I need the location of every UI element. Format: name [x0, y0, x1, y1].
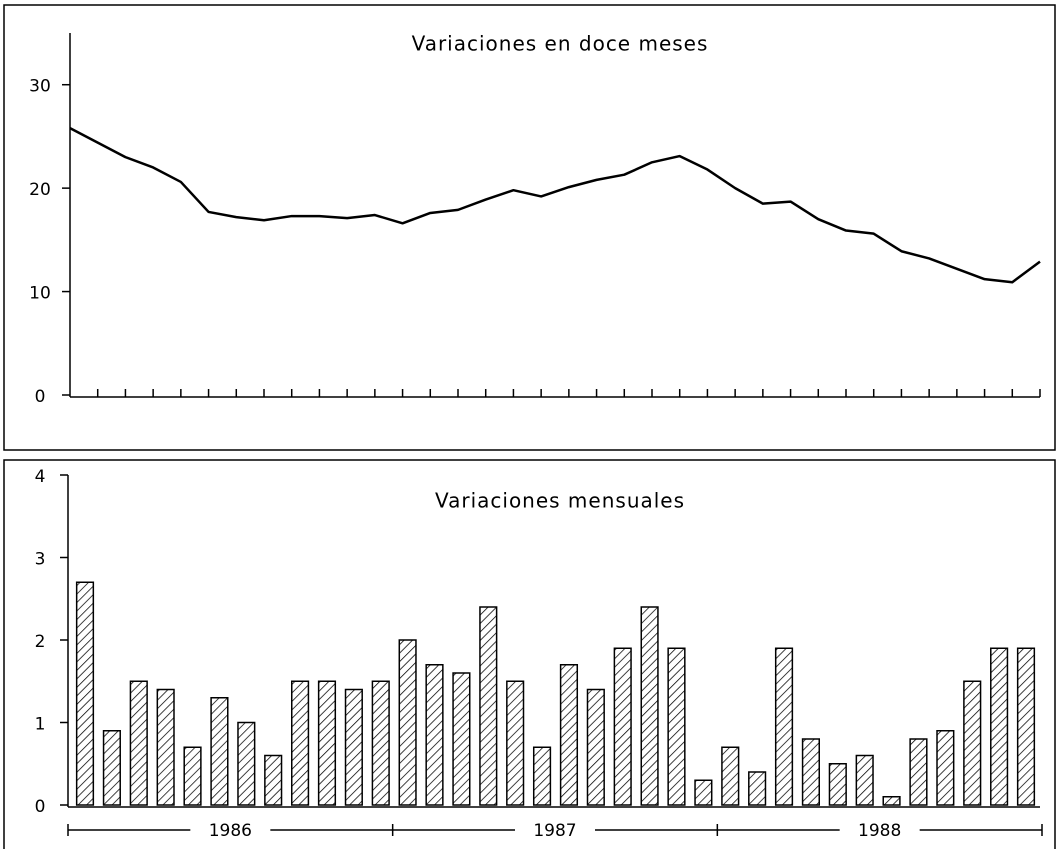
bar [264, 754, 283, 806]
bar [801, 738, 820, 806]
bar [882, 796, 901, 806]
panel-frame [3, 459, 1056, 849]
bar [613, 647, 632, 806]
bar [398, 639, 417, 806]
bar [291, 680, 310, 806]
bar [963, 680, 982, 806]
bar [640, 606, 659, 806]
bar [317, 680, 337, 806]
panel-frame [3, 4, 1056, 451]
bar [990, 647, 1009, 806]
bar [721, 746, 740, 806]
bar [774, 647, 794, 806]
group-label-bg [515, 819, 595, 841]
bar [1016, 647, 1036, 806]
y-tick-label: 20 [29, 180, 51, 200]
y-tick-label: 10 [29, 284, 51, 304]
bar [237, 721, 256, 806]
y-tick-label: 30 [29, 77, 51, 97]
group-label-bg [190, 819, 271, 841]
data-line [69, 127, 1041, 284]
bar [344, 688, 363, 806]
bar [183, 746, 202, 806]
bar [667, 647, 686, 806]
group-label-bg [839, 819, 920, 841]
bar [156, 688, 175, 806]
y-tick-label: 4 [35, 467, 46, 487]
group-label: 1988 [858, 821, 901, 841]
bar [909, 738, 928, 806]
bar [936, 730, 955, 806]
bar [479, 606, 498, 806]
bar [452, 672, 471, 806]
y-tick-label: 1 [35, 715, 46, 735]
bar [425, 664, 444, 806]
y-tick-label: 2 [35, 632, 46, 652]
bar [102, 730, 121, 806]
y-tick-label: 0 [35, 387, 46, 407]
bar [210, 697, 229, 806]
bar [828, 763, 847, 806]
bar [694, 779, 713, 806]
bar [129, 680, 148, 806]
group-label: 1987 [533, 821, 576, 841]
bar [506, 680, 525, 806]
bar [371, 680, 390, 806]
bar [559, 664, 579, 806]
chart-title: Variaciones en doce meses [412, 32, 709, 56]
y-tick-label: 3 [35, 550, 46, 570]
bar [532, 746, 552, 806]
chart-title: Variaciones mensuales [435, 489, 685, 513]
y-tick-label: 0 [35, 797, 46, 817]
bar [586, 688, 605, 806]
bar [855, 754, 874, 806]
bar [748, 771, 767, 806]
group-label: 1986 [209, 821, 252, 841]
bar [75, 581, 95, 806]
